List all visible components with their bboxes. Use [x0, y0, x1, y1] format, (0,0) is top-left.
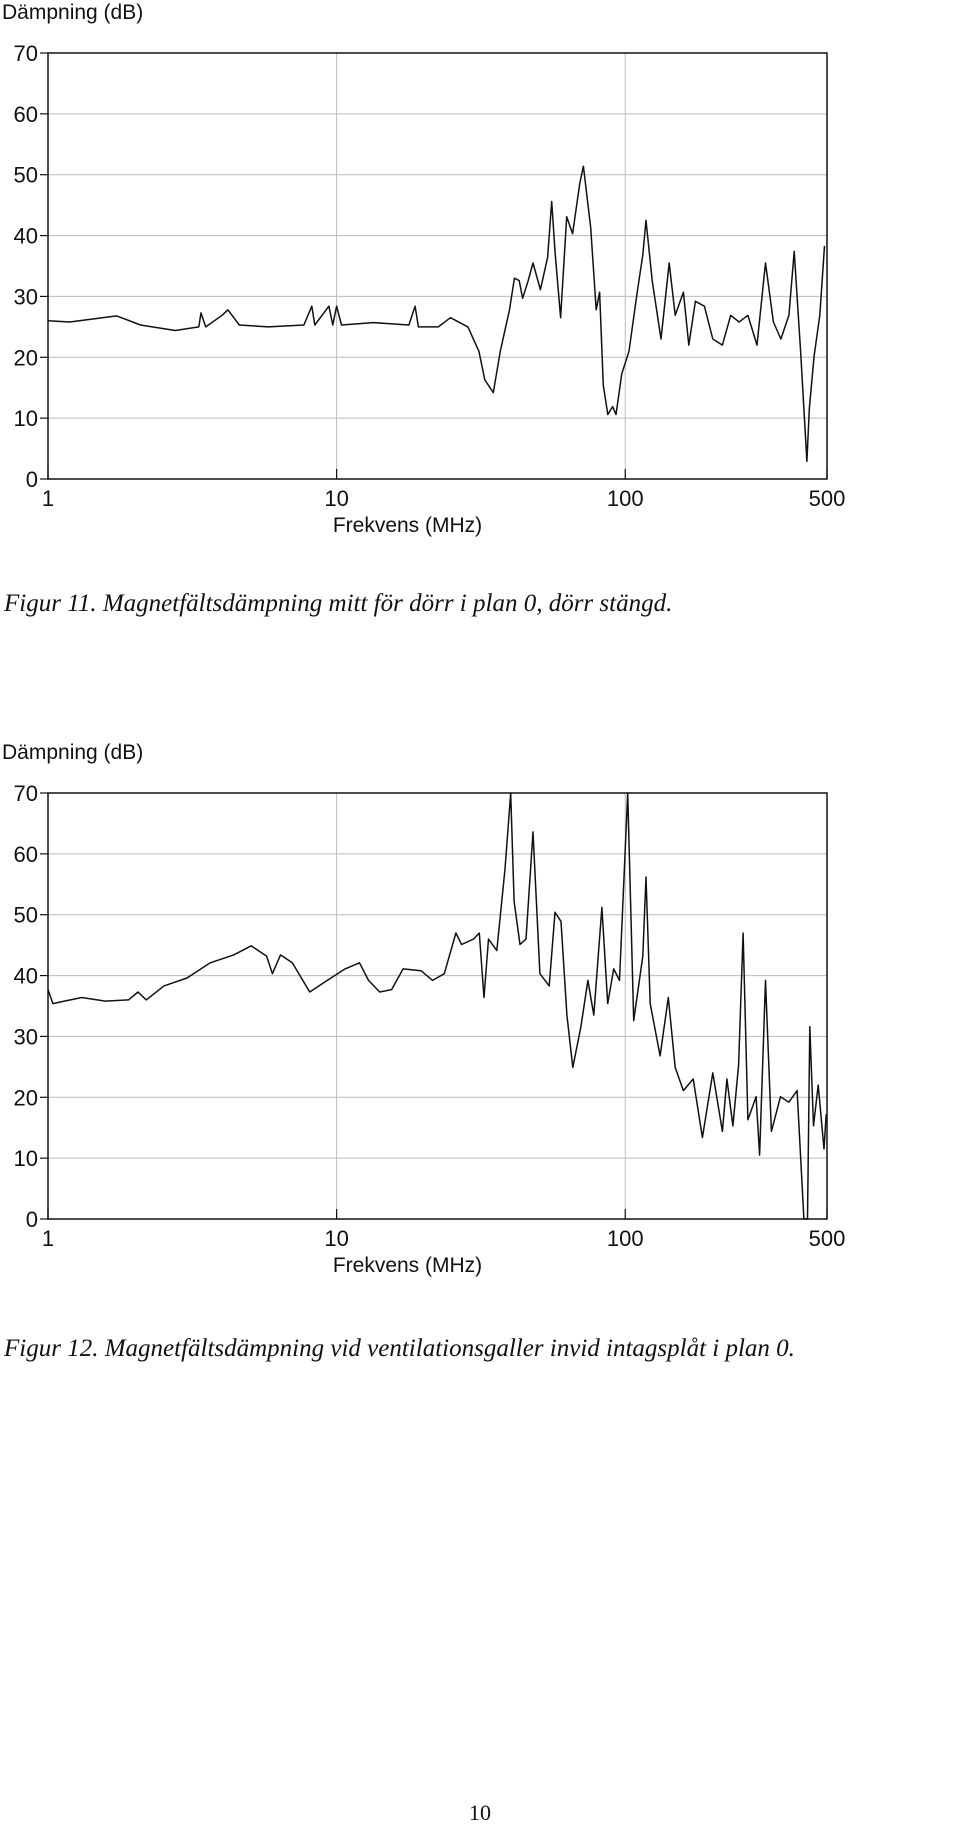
y-tick-label: 60 [14, 842, 38, 867]
y-axis-label: Dämpning (dB) [2, 741, 143, 764]
y-tick-label: 30 [14, 284, 38, 309]
y-tick-label: 0 [26, 1207, 38, 1232]
y-tick-label: 60 [14, 102, 38, 127]
y-tick-label: 30 [14, 1024, 38, 1049]
plot-frame [47, 792, 828, 1220]
x-tick-label: 1 [42, 486, 54, 511]
x-tick-label: 100 [607, 486, 644, 511]
chart: Dämpning (dB) 0 10 20 30 40 50 60 70 1 10 100 500 Fre… [2, 1, 846, 537]
y-tick-label: 10 [14, 1146, 38, 1171]
data-line [47, 792, 827, 1220]
y-tick-label: 10 [14, 406, 38, 431]
x-tick-label: 500 [809, 486, 846, 511]
y-tick-label: 0 [26, 467, 38, 492]
y-tick-label: 20 [14, 345, 38, 370]
x-tick-label: 10 [324, 486, 348, 511]
caption: Figur 11. Magnetfältsdämpning mitt för d… [4, 590, 673, 617]
y-tick-label: 20 [14, 1085, 38, 1110]
data-line [47, 165, 826, 463]
y-tick-label: 40 [14, 964, 38, 989]
x-tick-label: 500 [809, 1226, 846, 1251]
caption: Figur 12. Magnetfältsdämpning vid ventil… [4, 1335, 795, 1362]
y-tick-label: 50 [14, 163, 38, 188]
page-number: 10 [469, 1800, 491, 1825]
x-axis-label: Frekvens (MHz) [333, 514, 482, 537]
y-tick-label: 50 [14, 903, 38, 928]
x-tick-label: 1 [42, 1226, 54, 1251]
x-tick-label: 10 [324, 1226, 348, 1251]
y-axis-label: Dämpning (dB) [2, 1, 143, 24]
y-tick-label: 70 [14, 781, 38, 806]
y-tick-label: 70 [14, 41, 38, 66]
y-tick-label: 40 [14, 224, 38, 249]
x-axis-label: Frekvens (MHz) [333, 1254, 482, 1277]
plot-frame [47, 52, 828, 480]
chart: Dämpning (dB) 0 10 20 30 40 50 60 70 1 10 100 500 Fre… [2, 741, 846, 1277]
x-tick-label: 100 [607, 1226, 644, 1251]
